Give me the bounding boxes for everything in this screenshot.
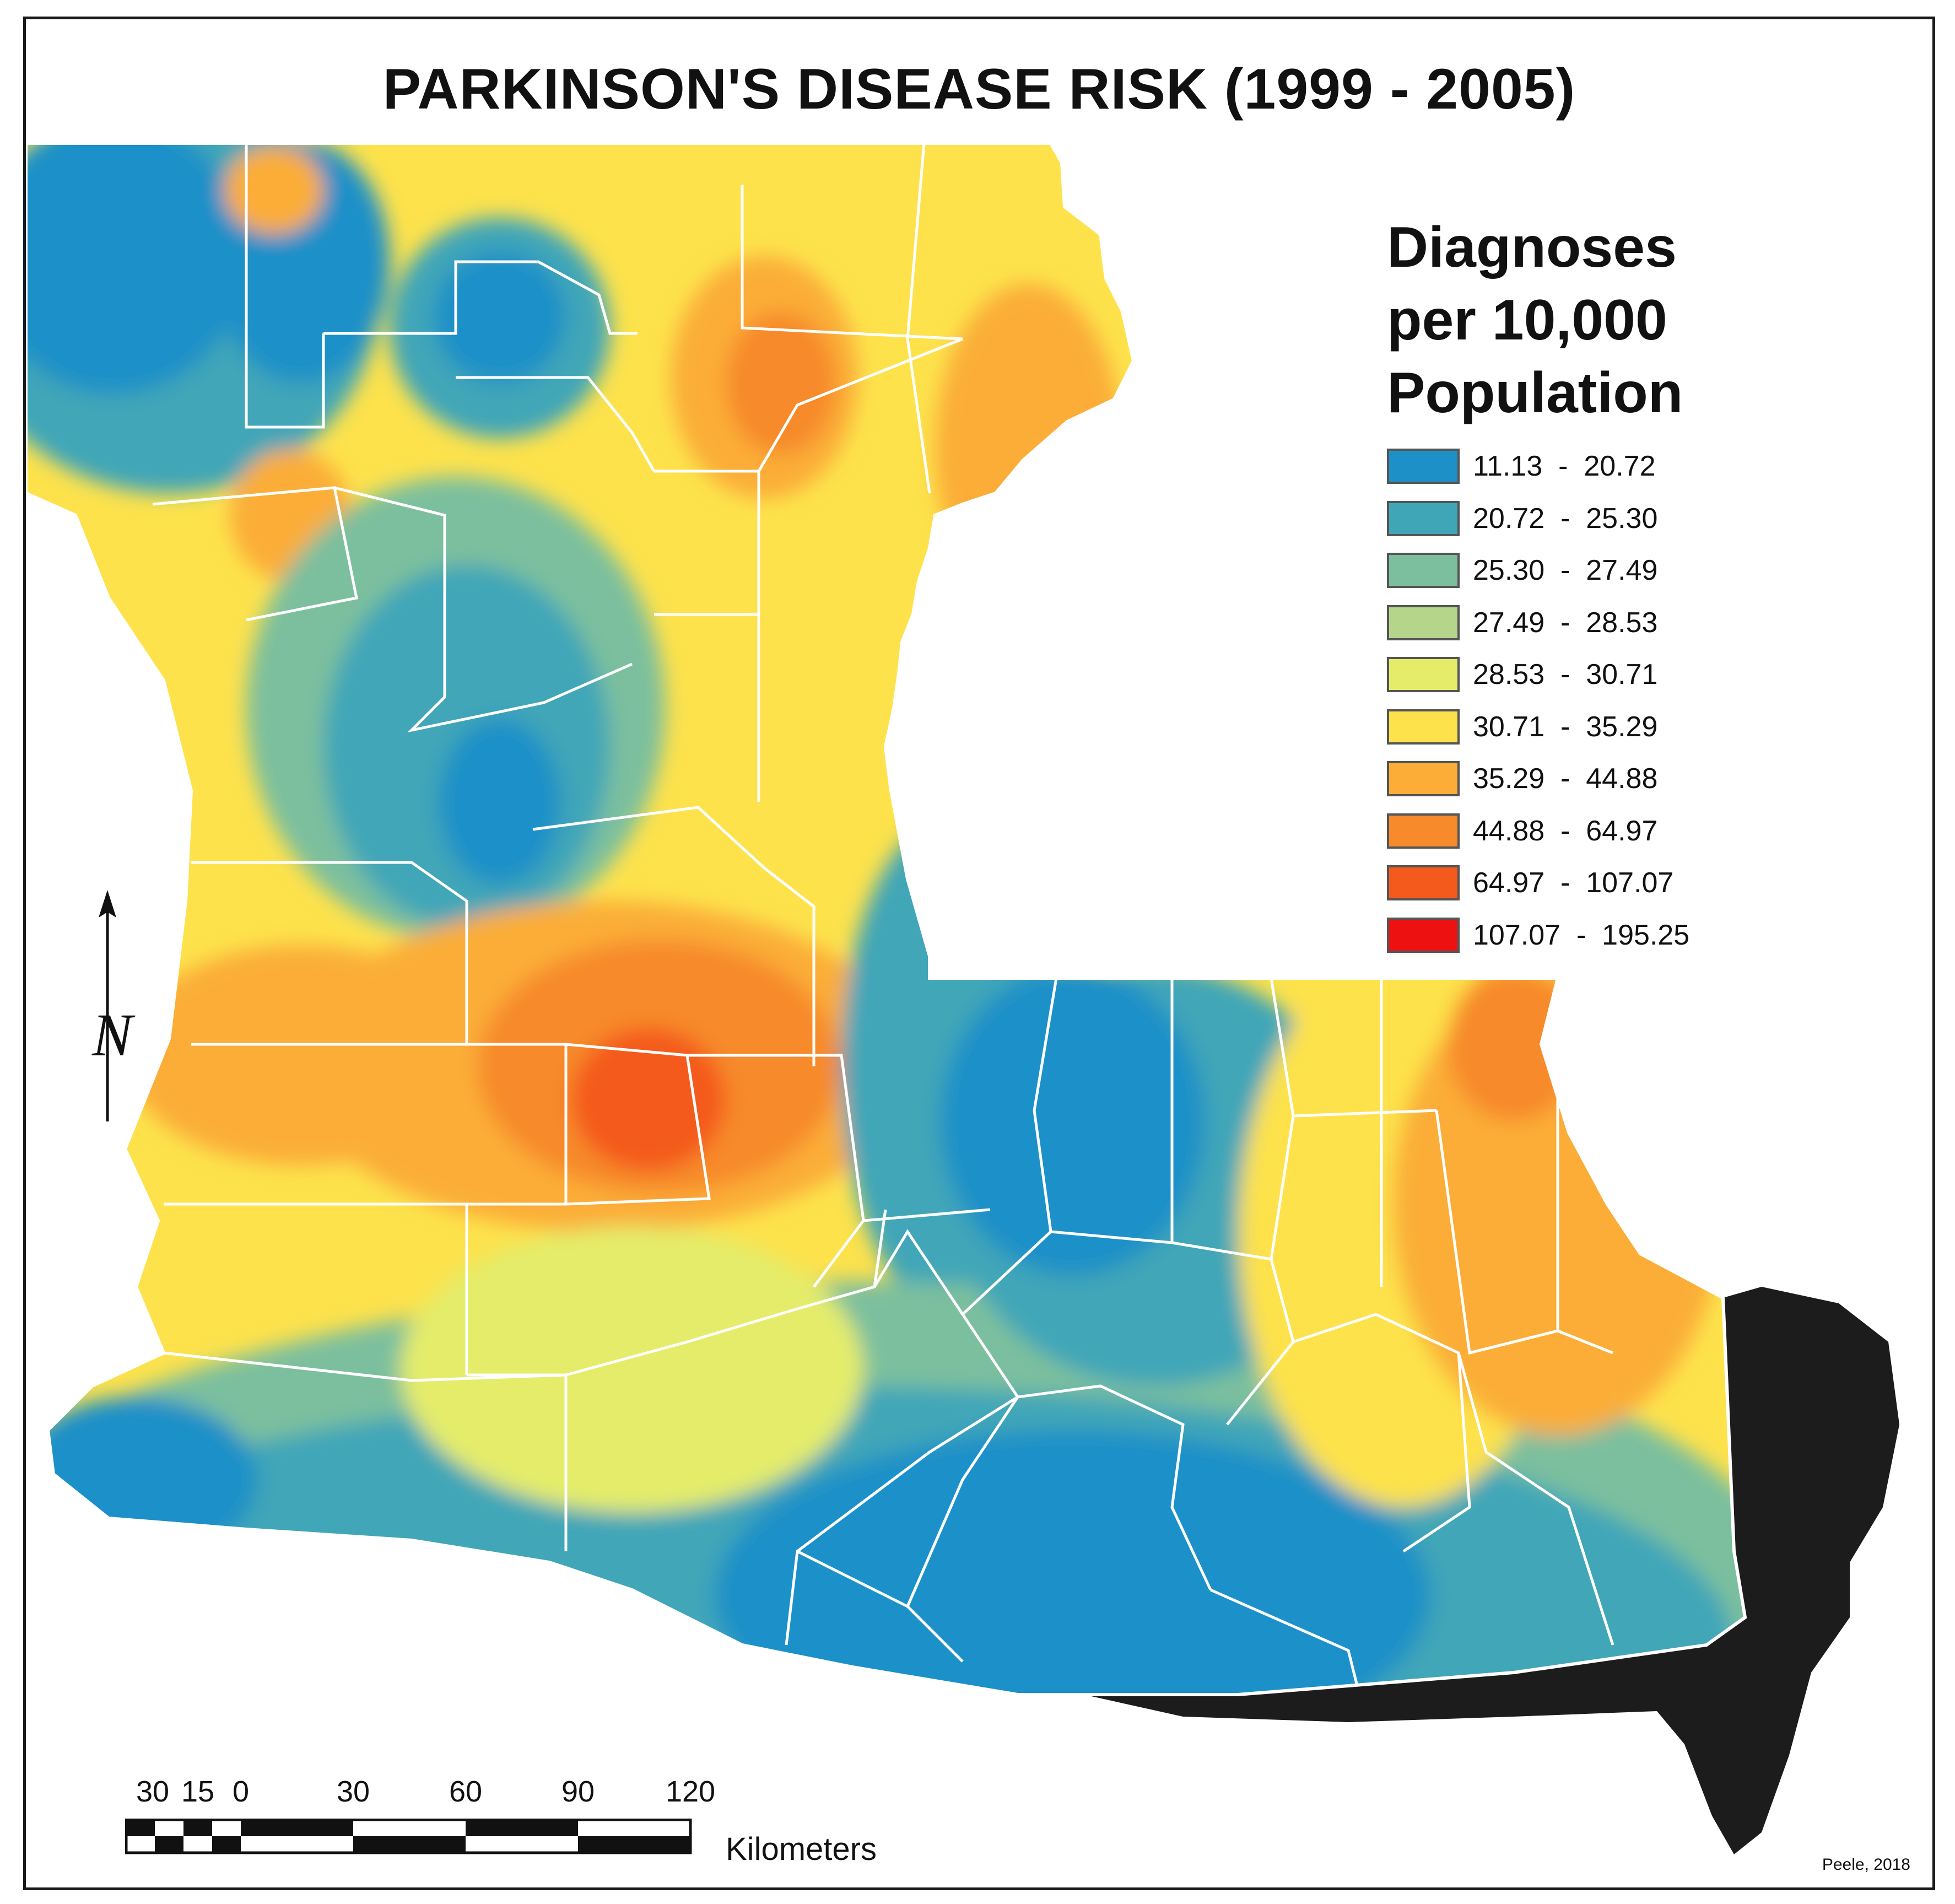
legend-item: 27.49 - 28.53 [1387,597,1828,649]
legend-swatch [1387,553,1460,589]
delta-marsh-area [1018,1287,1899,1854]
legend-swatch [1387,605,1460,640]
scale-bar-unit: Kilometers [726,1831,877,1867]
legend-range-high: 64.97 [1586,815,1658,847]
legend-swatch [1387,500,1460,536]
legend-range-high: 28.53 [1586,606,1658,639]
scale-bar-tick-label: 0 [232,1775,250,1808]
legend-item: 44.88 - 64.97 [1387,805,1828,857]
legend-range-high: 44.88 [1586,763,1658,795]
map-frame: N PARKINSON'S DISEASE RISK (1999 - 2005)… [23,17,1935,1890]
legend-range-low: 64.97 [1473,867,1545,899]
legend-item: 28.53 - 30.71 [1387,649,1828,701]
legend-item: 25.30 - 27.49 [1387,544,1828,597]
legend-range-separator: - [1560,919,1602,951]
legend-swatch [1387,813,1460,849]
legend-range-separator: - [1544,606,1586,639]
legend-title: Diagnoses per 10,000 Population [1387,211,1828,429]
cw-blue-core [439,719,560,884]
legend-swatch [1387,657,1460,693]
legend-item: 35.29 - 44.88 [1387,753,1828,805]
scale-bar-tick-label: 15 [181,1775,215,1808]
north-arrow-label: N [91,1001,136,1069]
legend-swatch [1387,709,1460,745]
legend-swatch [1387,449,1460,484]
legend-title-line-3: Population [1387,361,1683,425]
n-blue-3-core [434,251,566,383]
legend-range-separator: - [1542,450,1584,483]
legend-item: 11.13 - 20.72 [1387,440,1828,493]
legend-range-low: 20.72 [1473,502,1545,535]
legend-range-high: 107.07 [1586,867,1674,899]
map-credit: Peele, 2018 [1822,1856,1910,1874]
scale-bar: 30 15 0 30 60 90 120 Kilometers [125,1774,897,1868]
legend-range-separator: - [1544,554,1586,587]
scale-bar-tick-label: 120 [665,1775,716,1808]
sc-yellow-zone [401,1226,863,1513]
scale-bar-graphic [125,1819,692,1854]
legend-range-separator: - [1544,659,1586,691]
legend-range-low: 107.07 [1473,919,1561,951]
legend-range-high: 25.30 [1586,502,1658,535]
legend-range-low: 27.49 [1473,606,1545,639]
legend-range-low: 30.71 [1473,710,1545,743]
legend-range-separator: - [1544,867,1586,899]
se-blue-zone [941,967,1205,1276]
legend-range-high: 20.72 [1584,450,1656,483]
north-arrow: N [91,890,136,1121]
legend: Diagnoses per 10,000 Population 11.13 - … [1387,211,1828,961]
n-orange-spot [224,146,323,234]
map-title: PARKINSON'S DISEASE RISK (1999 - 2005) [382,57,1576,121]
scale-bar-tick-label: 30 [336,1775,370,1808]
legend-range-high: 35.29 [1586,710,1658,743]
legend-range-separator: - [1544,710,1586,743]
legend-items: 11.13 - 20.72 20.72 - 25.30 25.30 - 27.49 2… [1387,440,1828,961]
legend-swatch [1387,761,1460,797]
legend-range-low: 28.53 [1473,659,1545,691]
e-dark-orange [1448,967,1580,1121]
legend-item: 20.72 - 25.30 [1387,493,1828,545]
legend-item: 30.71 - 35.29 [1387,701,1828,753]
legend-swatch [1387,917,1460,953]
parish-boundaries [152,143,1614,1695]
legend-item: 64.97 - 107.07 [1387,857,1828,909]
legend-range-high: 195.25 [1602,919,1690,951]
legend-range-separator: - [1544,815,1586,847]
legend-item: 107.07 - 195.25 [1387,909,1828,962]
nw-core-zone [26,143,246,394]
legend-swatch [1387,865,1460,901]
legend-range-separator: - [1544,502,1586,535]
legend-range-low: 35.29 [1473,763,1545,795]
legend-title-line-1: Diagnoses [1387,215,1677,279]
legend-title-line-2: per 10,000 [1387,288,1667,352]
north-arrow-head [99,890,116,918]
sw-orange-zone [125,945,478,1166]
legend-range-high: 30.71 [1586,659,1658,691]
legend-range-low: 25.30 [1473,554,1545,587]
legend-range-low: 44.88 [1473,815,1545,847]
scale-bar-tick-label: 30 [136,1775,170,1808]
scale-bar-tick-label: 60 [449,1775,483,1808]
legend-range-separator: - [1544,763,1586,795]
legend-range-low: 11.13 [1473,450,1543,483]
ne-orange-zone [935,284,1122,614]
scale-bar-tick-label: 90 [561,1775,595,1808]
legend-range-high: 27.49 [1586,554,1658,587]
nc-dark-orange [726,311,836,455]
